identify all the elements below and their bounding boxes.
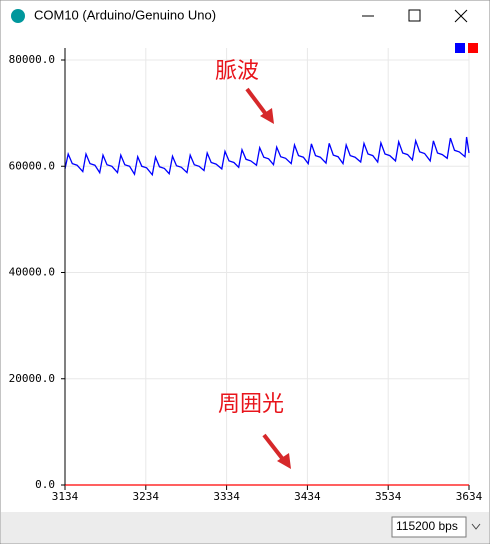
close-button[interactable] bbox=[454, 9, 468, 23]
arrow-head bbox=[277, 453, 291, 469]
arrow bbox=[262, 433, 287, 464]
baud-select[interactable] bbox=[391, 516, 467, 538]
x-tick-label: 3434 bbox=[294, 490, 321, 503]
app-icon bbox=[11, 9, 25, 23]
x-tick-label: 3134 bbox=[52, 490, 79, 503]
data-line bbox=[64, 136, 470, 177]
arrow-head bbox=[260, 108, 274, 124]
maximize-button[interactable] bbox=[408, 9, 421, 22]
x-tick-label: 3234 bbox=[133, 490, 160, 503]
y-tick-label: 40000.0 bbox=[9, 266, 55, 279]
y-tick-label: 80000.0 bbox=[9, 53, 55, 66]
y-tick-label: 20000.0 bbox=[9, 372, 55, 385]
x-tick-label: 3634 bbox=[456, 490, 483, 503]
x-tick-label: 3534 bbox=[375, 490, 402, 503]
dropdown-arrow[interactable] bbox=[471, 523, 481, 530]
annotation: 周囲光 bbox=[218, 391, 284, 416]
y-tick-label: 60000.0 bbox=[9, 159, 55, 172]
annotation: 脈波 bbox=[215, 58, 259, 83]
y-tick-label: 0.0 bbox=[35, 478, 55, 491]
window-title: COM10 (Arduino/Genuino Uno) bbox=[34, 7, 216, 22]
x-tick-label: 3334 bbox=[213, 490, 240, 503]
legend-swatch bbox=[468, 43, 478, 53]
legend-swatch bbox=[455, 43, 465, 53]
baud-rate: 115200 bps bbox=[396, 519, 458, 533]
arrow bbox=[245, 87, 270, 119]
